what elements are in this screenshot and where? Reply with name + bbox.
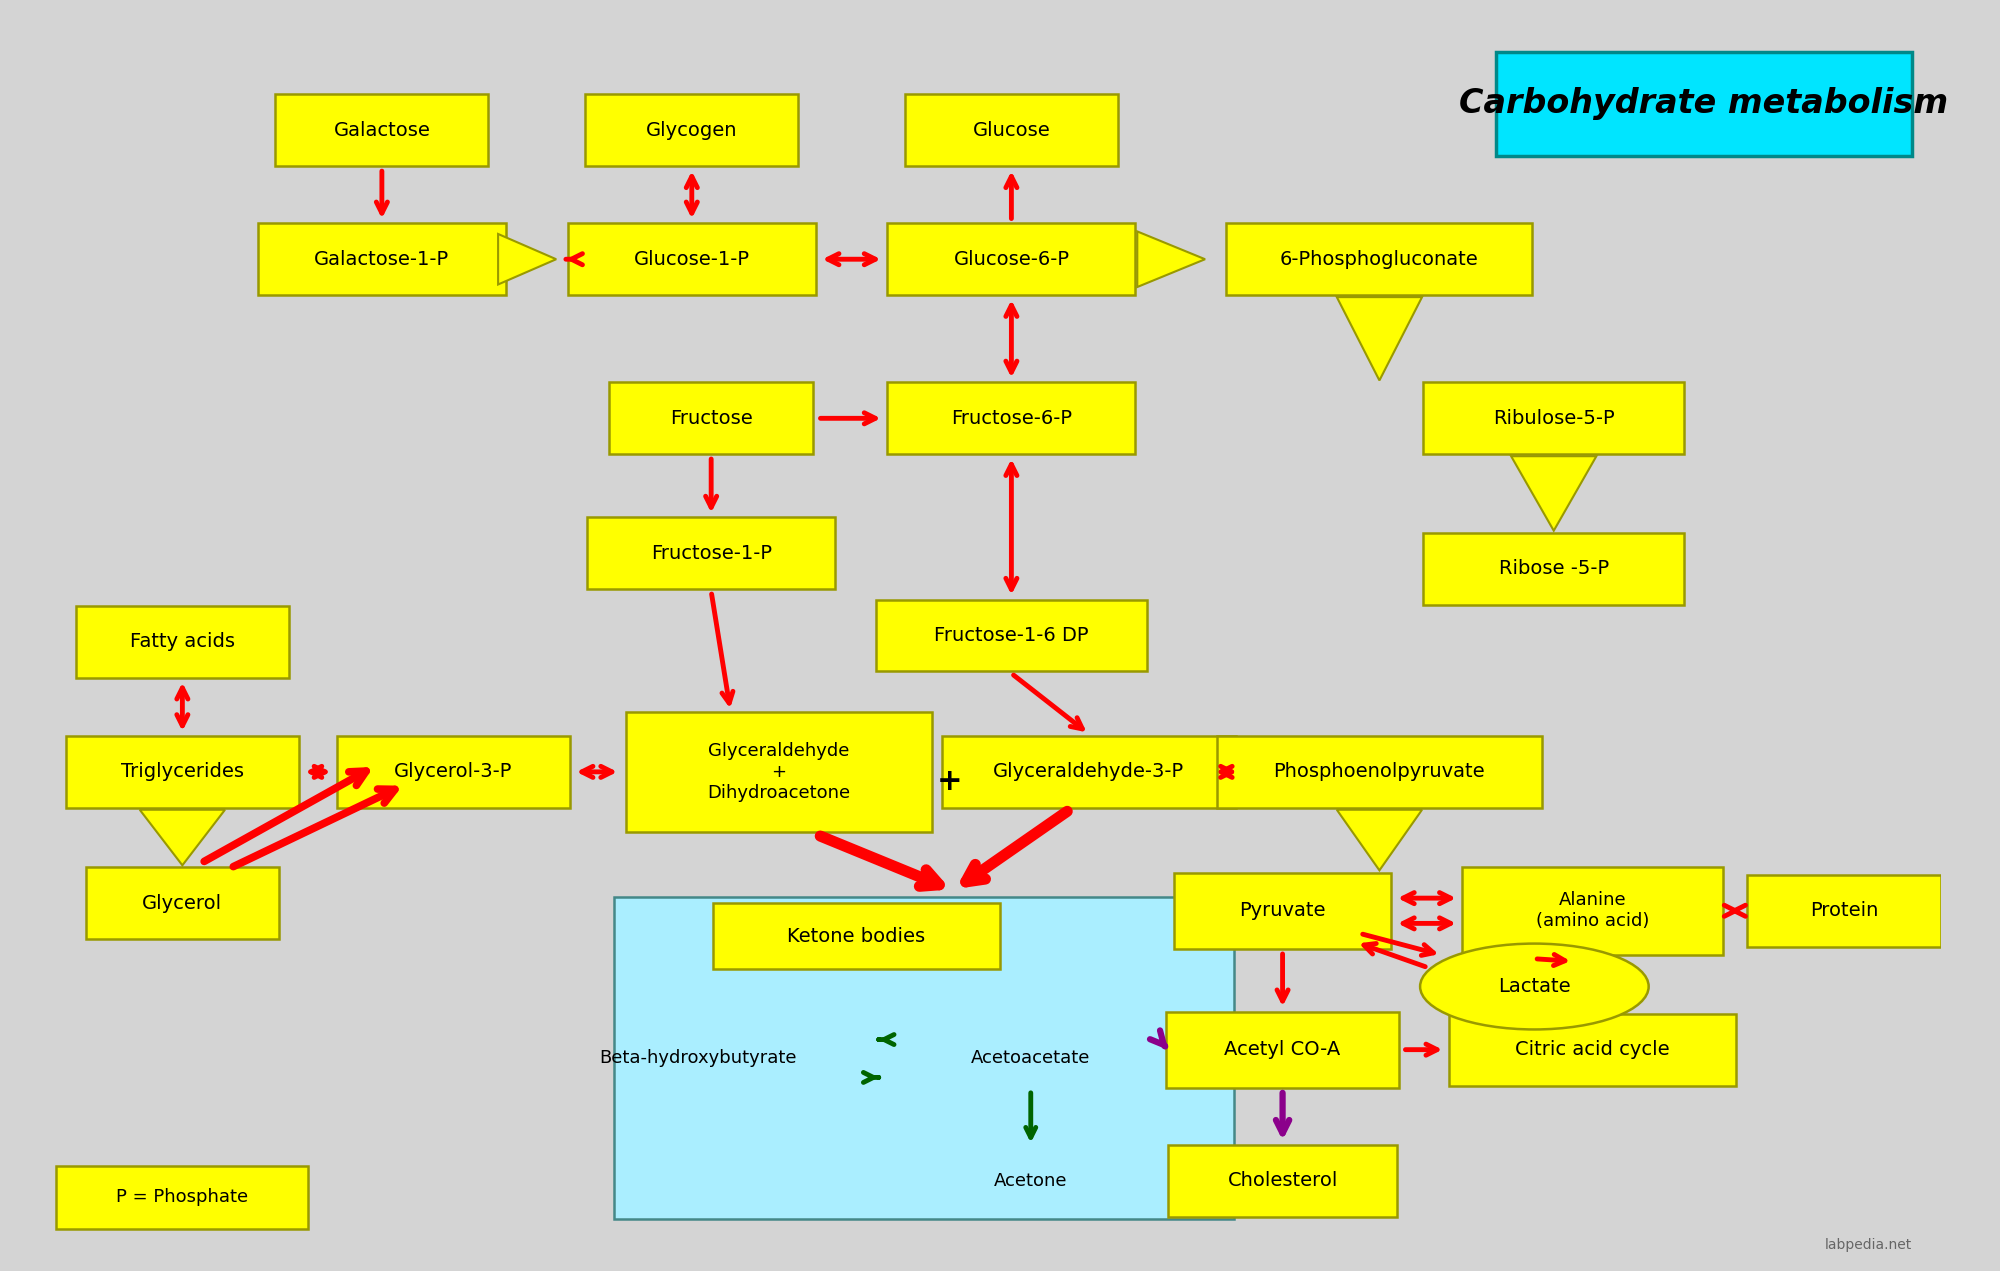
Text: Galactose-1-P: Galactose-1-P [314,249,450,268]
FancyBboxPatch shape [1424,533,1684,605]
Text: Glyceraldehyde
+
Dihydroacetone: Glyceraldehyde + Dihydroacetone [708,742,850,802]
Text: Fructose: Fructose [670,409,752,428]
Text: Fructose-6-P: Fructose-6-P [950,409,1072,428]
Polygon shape [1512,456,1596,531]
Text: 6-Phosphogluconate: 6-Phosphogluconate [1280,249,1478,268]
FancyBboxPatch shape [258,224,506,295]
FancyBboxPatch shape [1174,873,1392,948]
FancyBboxPatch shape [56,1166,308,1229]
FancyBboxPatch shape [1424,383,1684,454]
Text: +: + [936,768,962,797]
Text: Glucose-1-P: Glucose-1-P [634,249,750,268]
Text: Glyceraldehyde-3-P: Glyceraldehyde-3-P [994,763,1184,782]
Text: P = Phosphate: P = Phosphate [116,1188,248,1206]
Text: Glycogen: Glycogen [646,121,738,140]
FancyBboxPatch shape [904,94,1118,167]
Text: Triglycerides: Triglycerides [120,763,244,782]
Text: Lactate: Lactate [1498,977,1570,996]
FancyBboxPatch shape [888,383,1136,454]
FancyBboxPatch shape [1166,1012,1398,1088]
FancyBboxPatch shape [338,736,570,808]
FancyBboxPatch shape [626,712,932,831]
Text: Acetone: Acetone [994,1172,1068,1190]
FancyBboxPatch shape [76,606,288,677]
FancyBboxPatch shape [888,224,1136,295]
Text: Ketone bodies: Ketone bodies [788,927,926,946]
FancyBboxPatch shape [1462,867,1724,955]
FancyBboxPatch shape [1216,736,1542,808]
Text: Pyruvate: Pyruvate [1240,901,1326,920]
FancyBboxPatch shape [86,867,280,939]
FancyBboxPatch shape [614,897,1234,1219]
FancyBboxPatch shape [1748,874,1942,947]
Polygon shape [140,810,224,866]
FancyBboxPatch shape [610,383,812,454]
FancyBboxPatch shape [568,224,816,295]
Text: Ribose -5-P: Ribose -5-P [1498,559,1608,578]
FancyBboxPatch shape [942,736,1236,808]
FancyBboxPatch shape [588,517,836,590]
Polygon shape [498,234,556,285]
Text: Fructose-1-P: Fructose-1-P [650,544,772,563]
Text: Cholesterol: Cholesterol [1228,1172,1338,1191]
Text: Galactose: Galactose [334,121,430,140]
Text: Carbohydrate metabolism: Carbohydrate metabolism [1460,88,1948,121]
Text: Beta-hydroxybutyrate: Beta-hydroxybutyrate [598,1050,796,1068]
Text: Glucose: Glucose [972,121,1050,140]
Text: Acetoacetate: Acetoacetate [972,1050,1090,1068]
Polygon shape [1336,297,1422,380]
FancyBboxPatch shape [876,600,1146,671]
Text: Acetyl CO-A: Acetyl CO-A [1224,1040,1340,1059]
FancyBboxPatch shape [1450,1014,1736,1085]
FancyBboxPatch shape [1496,52,1912,155]
Text: labpedia.net: labpedia.net [1824,1238,1912,1252]
Text: Fructose-1-6 DP: Fructose-1-6 DP [934,627,1088,644]
Text: Ribulose-5-P: Ribulose-5-P [1492,409,1614,428]
Polygon shape [1138,231,1206,287]
Polygon shape [1336,810,1422,871]
Text: Citric acid cycle: Citric acid cycle [1516,1040,1670,1059]
Text: Fatty acids: Fatty acids [130,632,234,651]
Text: Glucose-6-P: Glucose-6-P [954,249,1070,268]
Text: Glycerol-3-P: Glycerol-3-P [394,763,512,782]
Ellipse shape [1420,943,1648,1030]
Text: Protein: Protein [1810,901,1878,920]
FancyBboxPatch shape [586,94,798,167]
FancyBboxPatch shape [66,736,298,808]
FancyBboxPatch shape [276,94,488,167]
FancyBboxPatch shape [714,904,1000,969]
Text: Glycerol: Glycerol [142,894,222,913]
Text: Alanine
(amino acid): Alanine (amino acid) [1536,891,1650,930]
FancyBboxPatch shape [1168,1145,1396,1216]
FancyBboxPatch shape [1226,224,1532,295]
Text: Phosphoenolpyruvate: Phosphoenolpyruvate [1274,763,1486,782]
